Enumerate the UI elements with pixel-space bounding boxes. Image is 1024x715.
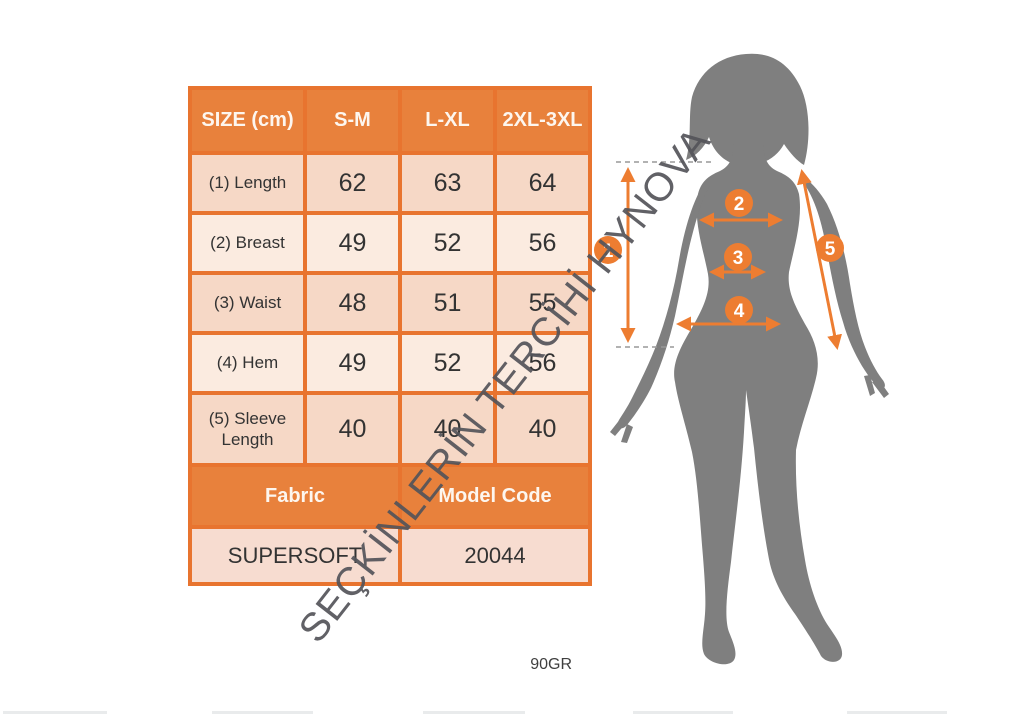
table-row-breast: (2) Breast 49 52 56 (188, 211, 592, 275)
cell-value: 49 (303, 211, 402, 275)
cell-value: 64 (493, 151, 592, 215)
cell-value: 40 (493, 391, 592, 467)
table-row-waist: (3) Waist 48 51 55 (188, 271, 592, 335)
cell-value: 52 (398, 331, 497, 395)
body-measurement-figure: 1 2 3 4 5 (590, 52, 890, 672)
cell-value: 40 (398, 391, 497, 467)
cell-value: 52 (398, 211, 497, 275)
table-footer-value-row: SUPERSOFT 20044 (188, 525, 592, 586)
table-row-length: (1) Length 62 63 64 (188, 151, 592, 215)
figure-svg: 1 2 3 4 5 (594, 53, 889, 665)
marker-4-badge (725, 296, 753, 324)
model-code-value: 20044 (398, 525, 592, 586)
row-label: (3) Waist (188, 271, 307, 335)
weight-note: 90GR (530, 656, 572, 673)
header-col-sm: S-M (303, 86, 402, 155)
cell-value: 62 (303, 151, 402, 215)
row-label: (2) Breast (188, 211, 307, 275)
marker-3-badge (724, 243, 752, 271)
edge-dash (423, 711, 525, 714)
model-code-header: Model Code (398, 463, 592, 529)
table-footer-header-row: Fabric Model Code (188, 463, 592, 529)
header-col-2xl3xl: 2XL-3XL (493, 86, 592, 155)
cell-value: 56 (493, 211, 592, 275)
marker-1-label: 1 (603, 241, 614, 262)
edge-dash (847, 711, 947, 714)
edge-dash (3, 711, 107, 714)
header-size-cm: SIZE (cm) (188, 86, 307, 155)
table-header-row: SIZE (cm) S-M L-XL 2XL-3XL (188, 86, 592, 155)
marker-4-label: 4 (734, 301, 745, 322)
cell-value: 49 (303, 331, 402, 395)
marker-3-label: 3 (733, 248, 744, 269)
row-label: (5) Sleeve Length (188, 391, 307, 467)
female-silhouette-icon (610, 53, 889, 665)
header-col-lxl: L-XL (398, 86, 497, 155)
fabric-header: Fabric (188, 463, 402, 529)
marker-2-badge (725, 189, 753, 217)
table-row-hem: (4) Hem 49 52 56 (188, 331, 592, 395)
cell-value: 51 (398, 271, 497, 335)
table-row-sleeve-length: (5) Sleeve Length 40 40 40 (188, 391, 592, 467)
row-label: (1) Length (188, 151, 307, 215)
cell-value: 48 (303, 271, 402, 335)
cell-value: 55 (493, 271, 592, 335)
marker-2-label: 2 (734, 194, 745, 215)
edge-dash (633, 711, 733, 714)
cell-value: 40 (303, 391, 402, 467)
size-chart-table: SIZE (cm) S-M L-XL 2XL-3XL (1) Length 62… (188, 86, 592, 586)
cell-value: 56 (493, 331, 592, 395)
edge-dash (212, 711, 313, 714)
fabric-value: SUPERSOFT (188, 525, 402, 586)
marker-5-badge (816, 234, 844, 262)
marker-5-label: 5 (825, 239, 836, 260)
cell-value: 63 (398, 151, 497, 215)
sleeve-arrow-icon (796, 169, 843, 350)
marker-1-badge (594, 236, 622, 264)
row-label: (4) Hem (188, 331, 307, 395)
